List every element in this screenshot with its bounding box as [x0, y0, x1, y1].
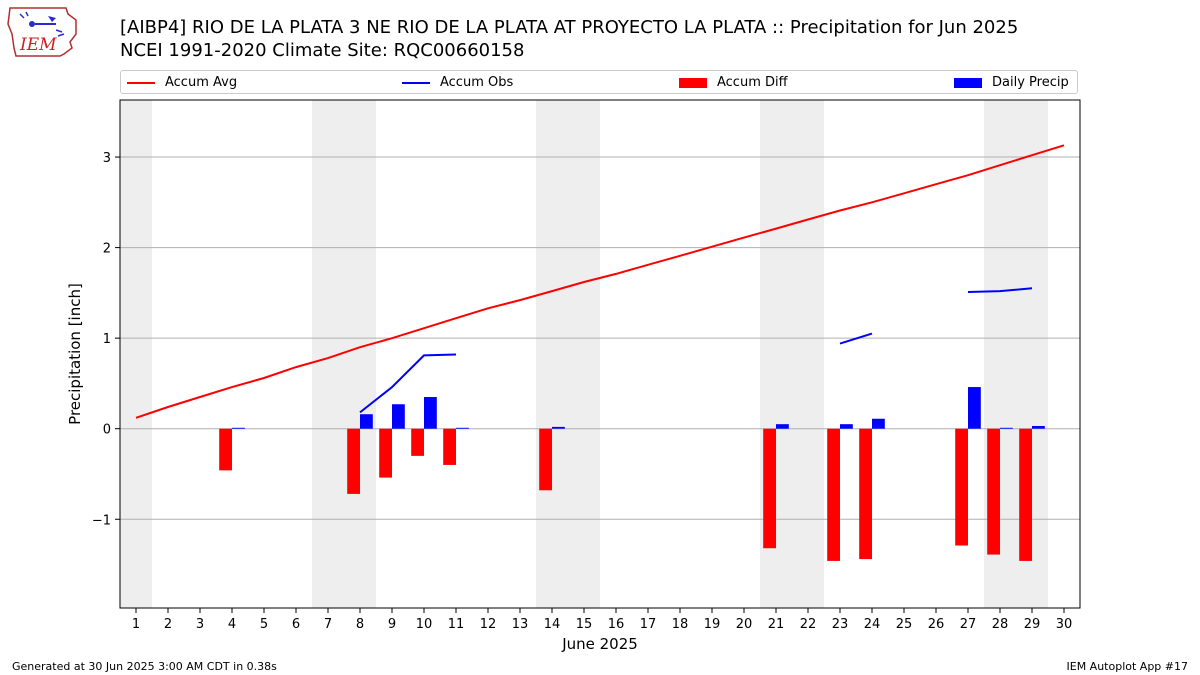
legend-item-accum-avg: Accum Avg	[127, 74, 237, 92]
x-tick-label: 24	[864, 617, 881, 632]
x-tick-label: 21	[768, 617, 785, 632]
x-axis-label: June 2025	[561, 635, 638, 653]
line-accum-obs	[359, 353, 457, 414]
x-tick-label: 3	[196, 617, 204, 632]
chart-title: [AIBP4] RIO DE LA PLATA 3 NE RIO DE LA P…	[120, 17, 1019, 38]
legend-swatch	[402, 81, 430, 84]
bar-accum-diff	[411, 428, 424, 456]
iem-logo: IEM	[6, 4, 82, 60]
chart-subtitle: NCEI 1991-2020 Climate Site: RQC00660158	[120, 40, 525, 61]
footer-generated: Generated at 30 Jun 2025 3:00 AM CDT in …	[12, 660, 277, 673]
bar-accum-diff	[1019, 428, 1032, 561]
line-accum-obs	[967, 287, 1033, 293]
x-tick-label: 19	[704, 617, 721, 632]
x-tick-label: 13	[512, 617, 529, 632]
x-tick-label: 18	[672, 617, 689, 632]
footer-app: IEM Autoplot App #17	[1066, 660, 1189, 673]
line-accum-obs	[839, 332, 873, 345]
legend: Accum Avg Accum Obs Accum Diff Daily Pre…	[120, 70, 1078, 94]
x-tick-label: 16	[608, 617, 625, 632]
legend-swatch	[954, 77, 982, 88]
legend-item-accum-diff: Accum Diff	[679, 74, 788, 92]
y-tick-label: −1	[92, 513, 111, 528]
bar-daily-precip	[872, 418, 885, 429]
x-tick-label: 15	[576, 617, 593, 632]
bar-daily-precip	[1000, 427, 1013, 429]
bar-accum-diff	[763, 428, 776, 549]
x-tick-label: 25	[896, 617, 913, 632]
x-tick-label: 17	[640, 617, 657, 632]
y-tick-label: 3	[103, 151, 111, 166]
bar-accum-diff	[859, 428, 872, 560]
weekend-shade	[536, 100, 568, 608]
weekend-shade	[792, 100, 824, 608]
bar-daily-precip	[360, 414, 373, 429]
y-axis-label: Precipitation [inch]	[66, 283, 84, 425]
legend-item-daily-precip: Daily Precip	[954, 74, 1069, 92]
x-tick-label: 4	[228, 617, 236, 632]
weekend-shade	[120, 100, 152, 608]
bar-accum-diff	[443, 428, 456, 465]
bar-daily-precip	[968, 387, 981, 429]
bar-daily-precip	[232, 427, 245, 429]
bar-accum-diff	[955, 428, 968, 546]
x-tick-label: 8	[356, 617, 364, 632]
x-tick-label: 28	[992, 617, 1009, 632]
x-tick-label: 26	[928, 617, 945, 632]
logo-text: IEM	[19, 35, 57, 55]
bar-daily-precip	[1032, 425, 1045, 429]
legend-item-accum-obs: Accum Obs	[402, 74, 513, 92]
bar-daily-precip	[392, 404, 405, 429]
x-tick-label: 11	[448, 617, 465, 632]
x-tick-label: 6	[292, 617, 300, 632]
x-tick-label: 1	[132, 617, 140, 632]
y-tick-label: 2	[103, 242, 111, 257]
legend-swatch	[679, 77, 707, 88]
weekend-shade	[568, 100, 600, 608]
bar-daily-precip	[424, 397, 437, 429]
x-tick-label: 2	[164, 617, 172, 632]
x-tick-label: 9	[388, 617, 396, 632]
bar-daily-precip	[776, 424, 789, 429]
x-tick-label: 23	[832, 617, 849, 632]
bar-accum-diff	[379, 428, 392, 478]
bar-daily-precip	[840, 424, 853, 429]
bar-accum-diff	[827, 428, 840, 561]
x-tick-label: 12	[480, 617, 497, 632]
x-tick-label: 22	[800, 617, 817, 632]
legend-label: Accum Diff	[717, 75, 788, 90]
x-tick-label: 5	[260, 617, 268, 632]
bar-daily-precip	[552, 426, 565, 429]
legend-label: Accum Obs	[440, 75, 514, 90]
y-tick-label: 0	[103, 423, 111, 438]
bar-accum-diff	[539, 428, 552, 491]
bar-daily-precip	[456, 427, 469, 429]
bar-accum-diff	[987, 428, 1000, 555]
x-tick-label: 30	[1056, 617, 1073, 632]
x-tick-label: 20	[736, 617, 753, 632]
legend-swatch	[127, 81, 155, 84]
x-tick-label: 29	[1024, 617, 1041, 632]
x-tick-label: 7	[324, 617, 332, 632]
x-tick-label: 27	[960, 617, 977, 632]
legend-label: Daily Precip	[992, 75, 1069, 90]
iowa-map-icon: IEM	[7, 7, 77, 57]
line-accum-avg	[135, 144, 1065, 419]
legend-label: Accum Avg	[165, 75, 238, 90]
bar-accum-diff	[219, 428, 232, 471]
x-tick-label: 10	[416, 617, 433, 632]
plot-frame	[119, 99, 1081, 609]
y-tick-label: 1	[103, 332, 111, 347]
bar-accum-diff	[347, 428, 360, 494]
weekend-shade	[344, 100, 376, 608]
x-tick-label: 14	[544, 617, 561, 632]
